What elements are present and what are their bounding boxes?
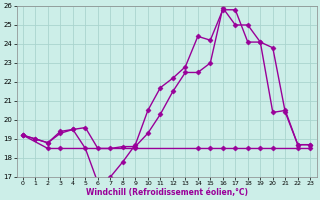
- X-axis label: Windchill (Refroidissement éolien,°C): Windchill (Refroidissement éolien,°C): [85, 188, 248, 197]
